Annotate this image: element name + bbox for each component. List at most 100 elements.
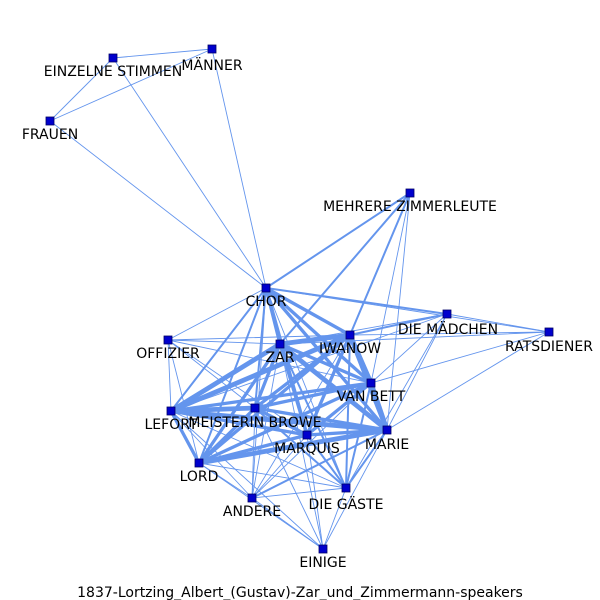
node-label-einzelne-stimmen: EINZELNE STIMMEN xyxy=(44,64,183,80)
edge-manner-chor xyxy=(211,48,267,289)
edge-die-madchen-lefort xyxy=(170,313,448,412)
edge-die-madchen-die-gaste xyxy=(345,313,448,489)
edge-meisterin-browe-marquis xyxy=(253,406,309,437)
edge-chor-andere xyxy=(251,287,267,499)
node-marie xyxy=(382,425,392,435)
node-label-lord: LORD xyxy=(180,469,219,485)
edge-chor-iwanow xyxy=(264,286,352,337)
node-label-iwanow: IWANOW xyxy=(319,341,381,357)
edge-mehrere-zimmerleute-van-bett xyxy=(370,192,411,384)
edge-offizier-lefort xyxy=(167,339,172,412)
edge-ratsdiener-van-bett xyxy=(370,331,550,384)
node-iwanow xyxy=(345,330,355,340)
node-layer xyxy=(45,44,554,554)
edge-mehrere-zimmerleute-chor xyxy=(265,192,411,289)
edge-lefort-lord xyxy=(169,409,201,465)
edge-die-madchen-iwanow xyxy=(349,313,448,336)
edge-ratsdiener-zar xyxy=(279,331,550,345)
edge-lord-die-gaste xyxy=(198,462,347,489)
edge-zar-iwanow xyxy=(277,332,353,347)
edge-marie-einige xyxy=(322,429,388,550)
edge-lefort-die-gaste xyxy=(170,410,347,489)
node-die-gaste xyxy=(341,483,351,493)
graph-caption: 1837-Lortzing_Albert_(Gustav)-Zar_und_Zi… xyxy=(77,585,523,600)
node-label-van-bett: VAN BETT xyxy=(337,389,406,405)
node-marquis xyxy=(302,430,312,440)
edge-die-madchen-van-bett xyxy=(370,313,448,384)
edge-meisterin-browe-marie xyxy=(253,406,389,432)
edge-van-bett-meisterin-browe xyxy=(253,381,373,410)
node-label-offizier: OFFIZIER xyxy=(136,346,200,362)
edge-lefort-andere xyxy=(170,410,253,499)
edge-zar-van-bett xyxy=(278,342,373,385)
node-label-mehrere-zimmerleute: MEHRERE ZIMMERLEUTE xyxy=(323,199,497,215)
node-label-andere: ANDERE xyxy=(223,504,281,520)
edge-chor-ratsdiener xyxy=(265,287,550,333)
edge-ratsdiener-iwanow xyxy=(349,331,550,336)
edge-einzelne-stimmen-manner xyxy=(112,48,213,59)
node-label-zar: ZAR xyxy=(266,350,295,366)
node-label-lefort: LEFORT xyxy=(145,417,198,433)
edge-meisterin-browe-lord xyxy=(197,406,257,465)
edge-iwanow-lefort xyxy=(168,332,353,414)
edge-offizier-iwanow xyxy=(167,334,351,341)
node-ratsdiener xyxy=(544,327,554,337)
edge-van-bett-lefort xyxy=(169,381,373,413)
edge-marie-die-gaste xyxy=(345,429,388,489)
node-label-frauen: FRAUEN xyxy=(22,127,78,143)
label-layer: EINZELNE STIMMEN MÄNNER FRAUEN MEHRERE ZIMM… xyxy=(22,56,593,571)
node-lefort xyxy=(166,406,176,416)
edge-iwanow-die-gaste xyxy=(345,334,351,489)
edge-lefort-einige xyxy=(170,410,324,550)
node-einzelne-stimmen xyxy=(108,53,118,63)
edge-marquis-einige xyxy=(306,434,324,550)
node-zar xyxy=(275,339,285,349)
edge-mehrere-zimmerleute-marie xyxy=(386,192,411,431)
edge-mehrere-zimmerleute-zar xyxy=(279,192,411,345)
edge-chor-lefort xyxy=(170,287,267,412)
node-label-die-gaste: DIE GÄSTE xyxy=(309,495,384,513)
edge-zar-lord xyxy=(197,342,282,465)
node-meisterin-browe xyxy=(250,403,260,413)
edge-van-bett-marie xyxy=(368,380,390,433)
edge-meisterin-browe-die-gaste xyxy=(254,407,347,489)
node-einige xyxy=(318,544,328,554)
edge-frauen-chor xyxy=(49,120,267,289)
edge-van-bett-marquis xyxy=(305,381,373,437)
edge-einzelne-stimmen-frauen xyxy=(49,57,114,122)
edge-die-gaste-einige xyxy=(322,487,347,550)
edge-offizier-zar xyxy=(167,339,281,345)
edge-einzelne-stimmen-chor xyxy=(112,57,267,289)
edge-chor-die-gaste xyxy=(265,287,347,489)
edge-ratsdiener-marie xyxy=(386,331,550,431)
edge-marie-andere xyxy=(251,429,388,499)
edge-zar-marquis xyxy=(278,342,309,437)
edge-marie-lord xyxy=(196,427,390,466)
edge-andere-einige xyxy=(251,497,324,550)
edge-chor-offizier xyxy=(167,287,267,341)
node-label-manner: MÄNNER xyxy=(181,56,242,74)
node-offizier xyxy=(163,335,173,345)
edge-andere-die-gaste xyxy=(251,487,347,499)
node-label-chor: CHOR xyxy=(245,294,286,310)
node-label-einige: EINIGE xyxy=(299,555,346,571)
edge-offizier-meisterin-browe xyxy=(167,339,256,409)
node-andere xyxy=(247,493,257,503)
node-die-madchen xyxy=(442,309,452,319)
edge-chor-meisterin-browe xyxy=(254,287,267,409)
node-lord xyxy=(194,458,204,468)
node-chor xyxy=(261,283,271,293)
edge-mehrere-zimmerleute-iwanow xyxy=(349,192,411,336)
node-mehrere-zimmerleute xyxy=(405,188,415,198)
edge-chor-marie xyxy=(264,286,389,432)
edge-zar-lefort xyxy=(168,341,283,414)
node-frauen xyxy=(45,116,55,126)
edge-die-madchen-ratsdiener xyxy=(446,313,550,333)
node-label-die-madchen: DIE MÄDCHEN xyxy=(398,320,498,338)
node-van-bett xyxy=(366,378,376,388)
node-manner xyxy=(207,44,217,54)
edge-iwanow-lord xyxy=(197,333,352,465)
node-label-marquis: MARQUIS xyxy=(274,441,340,457)
edge-layer xyxy=(49,48,550,550)
